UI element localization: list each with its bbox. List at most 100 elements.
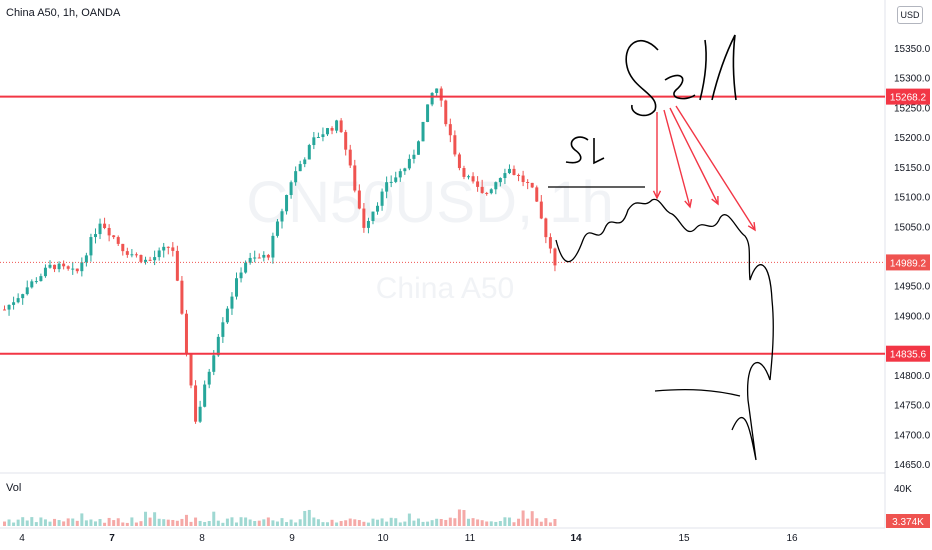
volume-bar [203, 522, 207, 526]
volume-bar [25, 520, 29, 526]
candle-body [507, 168, 511, 174]
volume-bar [526, 518, 530, 526]
candle-body [116, 237, 120, 244]
volume-bar [43, 519, 47, 526]
candle-body [257, 257, 261, 259]
volume-bar [130, 517, 134, 526]
candle-body [103, 223, 107, 228]
candle-body [93, 234, 97, 238]
candle-body [3, 309, 6, 311]
volume-bar [262, 519, 266, 526]
candle-body [480, 186, 484, 193]
candle-body [203, 384, 207, 407]
candle-body [16, 298, 20, 303]
candle-body [298, 164, 302, 172]
candle-body [553, 248, 557, 266]
candle-body [371, 211, 375, 221]
last-volume-badge [886, 514, 930, 528]
volume-bar [271, 520, 275, 526]
candle-body [453, 135, 457, 155]
current-price-badge [886, 254, 930, 271]
volume-bar [416, 518, 420, 526]
watermark-name: China A50 [376, 272, 514, 305]
candle-body [271, 235, 275, 258]
volume-bar [480, 520, 484, 526]
volume-bar [7, 519, 11, 526]
candle-body [98, 223, 102, 235]
candle-body [380, 191, 384, 206]
volume-bar [175, 520, 179, 526]
volume-bar [376, 519, 380, 526]
volume-bar [184, 514, 188, 526]
volume-bar [530, 511, 534, 526]
candle-body [394, 177, 398, 182]
candle-body [362, 208, 366, 228]
volume-bar [166, 519, 170, 526]
volume-bar [512, 522, 516, 526]
candle-body [430, 92, 434, 105]
volume-bar [498, 521, 502, 526]
volume-bar [244, 517, 248, 526]
volume-bar [330, 519, 334, 526]
currency-button[interactable]: USD [897, 6, 923, 24]
volume-bar [476, 519, 480, 526]
candle-body [316, 137, 320, 139]
candle-body [34, 281, 38, 283]
volume-bar [539, 521, 543, 526]
candle-body [280, 211, 284, 222]
candle-body [80, 262, 84, 272]
volume-bar [171, 519, 175, 526]
sell-letter-l1 [699, 39, 707, 101]
candle-body [467, 176, 471, 178]
volume-bar [134, 522, 138, 526]
candle-body [262, 254, 266, 258]
volume-bar [389, 517, 393, 526]
volume-bar [285, 522, 289, 526]
volume-bar [503, 517, 507, 526]
volume-bar [162, 519, 166, 526]
candle-body [235, 278, 239, 297]
volume-bar [235, 522, 239, 526]
volume-bar [435, 518, 439, 526]
volume-bar [266, 517, 270, 526]
volume-bar [521, 510, 525, 526]
current-price-label: 14989.2 [890, 258, 927, 269]
candle-body [548, 237, 552, 249]
volume-bar [53, 518, 57, 526]
candle-body [75, 268, 79, 272]
y-tick-label: 14950.0 [894, 282, 931, 293]
candle-body [112, 235, 116, 238]
sell-arrow-head [684, 199, 693, 209]
candle-body [489, 189, 493, 194]
volume-bar [248, 519, 252, 526]
candle-body [471, 176, 475, 182]
volume-bar [125, 522, 129, 526]
y-tick-label: 15350.0 [894, 44, 931, 55]
candle-body [134, 254, 138, 256]
x-tick-label: 8 [199, 533, 205, 544]
volume-bar [394, 518, 398, 526]
volume-bar [80, 513, 84, 526]
candle-body [125, 251, 129, 255]
volume-bar [57, 520, 61, 526]
volume-bar [289, 519, 293, 526]
volume-bar [353, 519, 357, 526]
candle-body [535, 187, 539, 202]
sell-arrow [663, 109, 691, 208]
candle-body [376, 205, 380, 212]
volume-bar [139, 521, 143, 526]
candle-body [407, 158, 411, 169]
volume-bar [403, 521, 407, 526]
volume-bar [366, 522, 370, 526]
chart-title: China A50, 1h, OANDA [6, 7, 121, 19]
volume-bar [462, 510, 466, 526]
candle-body [275, 221, 279, 236]
volume-bar [71, 518, 75, 526]
volume-bar [357, 520, 361, 526]
candle-body [512, 168, 516, 175]
candle-body [339, 120, 343, 133]
volume-bar [344, 520, 348, 526]
candle-body [89, 237, 93, 256]
